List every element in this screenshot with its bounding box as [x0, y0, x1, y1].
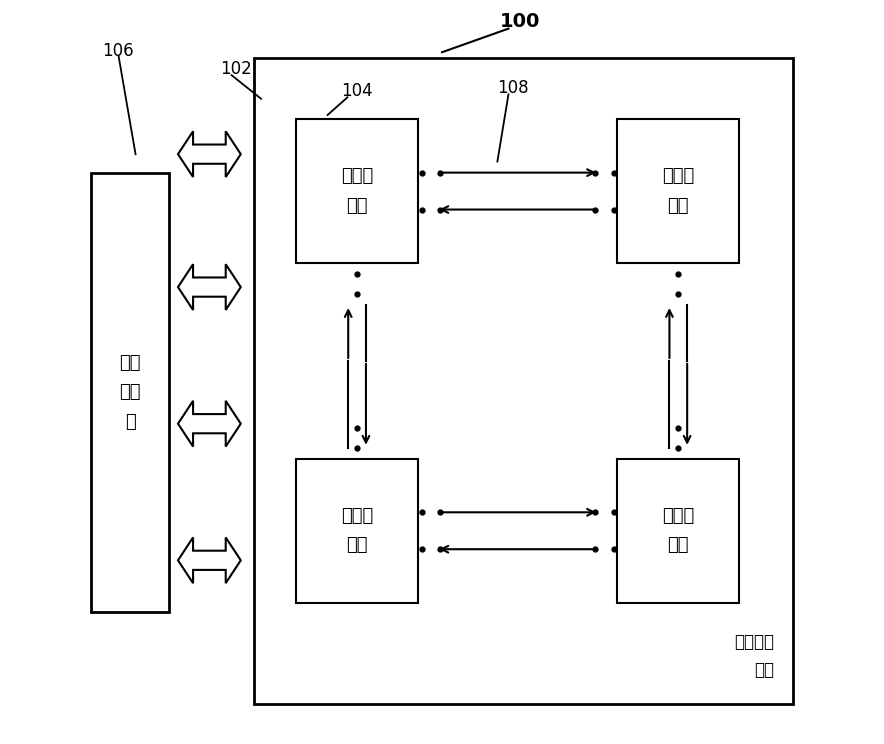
Text: 主计算
单元: 主计算 单元: [662, 507, 695, 554]
Polygon shape: [178, 401, 240, 446]
Bar: [296, 119, 418, 263]
Polygon shape: [178, 537, 240, 583]
Text: 100: 100: [499, 12, 540, 31]
Text: 集成电路
装置: 集成电路 装置: [735, 633, 774, 679]
Text: 主计算
单元: 主计算 单元: [341, 167, 373, 215]
Polygon shape: [178, 131, 240, 177]
Bar: [617, 459, 739, 603]
Text: 外部
存储
器: 外部 存储 器: [119, 354, 141, 431]
Text: 106: 106: [103, 42, 134, 60]
Bar: [91, 173, 169, 612]
Bar: [296, 459, 418, 603]
Text: 102: 102: [220, 60, 252, 78]
Text: 主计算
单元: 主计算 单元: [341, 507, 373, 554]
Bar: [254, 58, 793, 705]
Text: 108: 108: [498, 79, 529, 97]
Text: 主计算
单元: 主计算 单元: [662, 167, 695, 215]
Bar: [617, 119, 739, 263]
Polygon shape: [178, 264, 240, 310]
Text: 104: 104: [341, 83, 373, 100]
